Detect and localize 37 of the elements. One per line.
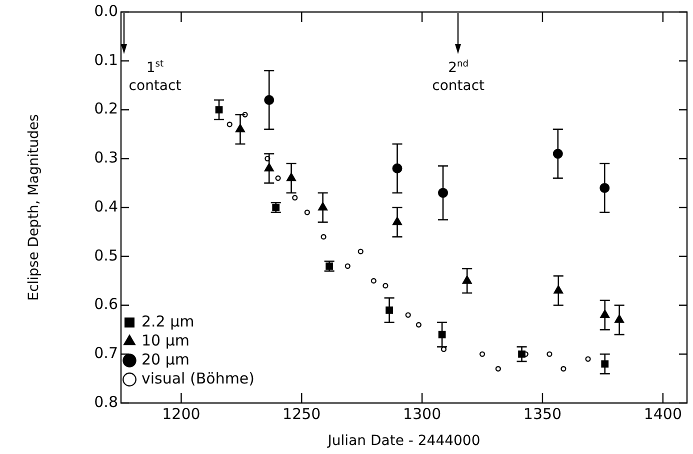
legend-label: visual (Böhme) [142,369,255,388]
y-tick-label: 0.1 [94,50,118,69]
legend-label: 20 μm [142,350,190,368]
point [275,175,281,181]
y-tick-label: 0.5 [94,246,118,264]
y-tick-label: 0.0 [94,2,118,20]
legend-label: 10 μm [142,331,190,350]
point [546,351,552,357]
x-axis-title: Julian Date - 2444000 [326,433,480,450]
y-tick-label: 0.2 [94,100,118,118]
y-tick-label: 0.6 [94,295,118,314]
x-tick-label: 1300 [402,404,442,423]
point [304,210,310,216]
x-tick-label: 1250 [282,404,321,423]
point [479,351,486,357]
y-tick-label: 0.3 [94,148,118,167]
y-tick-label: 0.7 [94,344,118,362]
y-tick-label: 0.4 [94,197,118,216]
point [405,312,411,318]
point [440,346,447,352]
point [292,194,298,201]
point [560,366,566,372]
point [495,366,501,372]
x-tick-label: 1200 [162,404,200,423]
point [344,263,350,269]
point [416,322,422,328]
point [382,282,388,288]
legend-label: 2.2 μm [142,312,194,330]
point [226,122,232,128]
x-tick-label: 1350 [523,404,562,423]
point [320,234,326,240]
point [585,356,591,362]
x-tick-label: 1400 [644,404,682,423]
y-tick-label: 0.8 [94,392,118,411]
point [358,248,364,254]
point [370,278,376,284]
y-axis-title: Eclipse Depth, Magnitudes [26,114,42,301]
